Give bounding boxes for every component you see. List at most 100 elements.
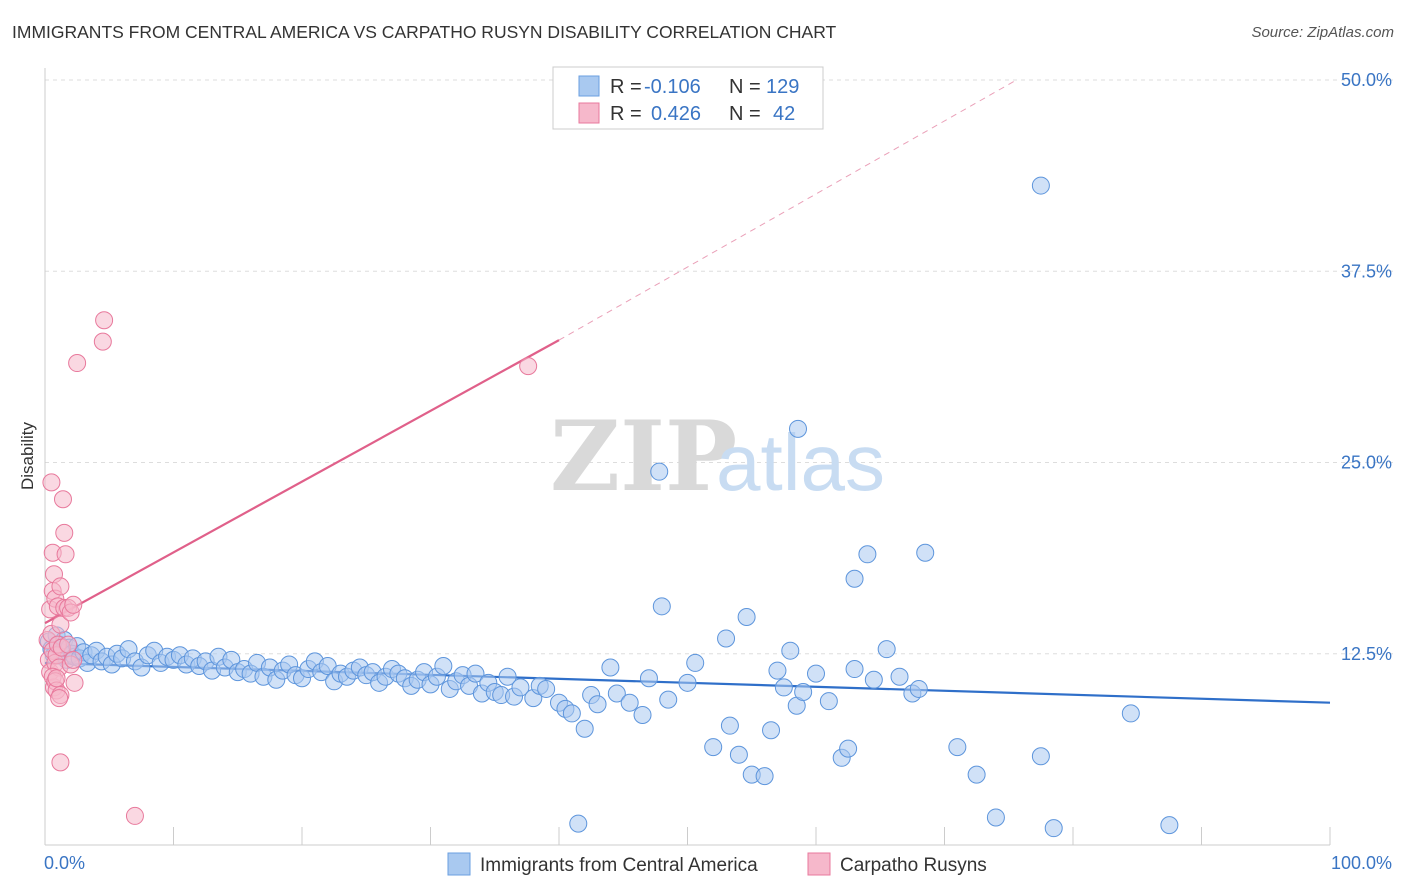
immigrants-point-111 bbox=[807, 664, 825, 683]
immigrants-point-98 bbox=[659, 690, 678, 709]
immigrants-point-124 bbox=[1031, 747, 1050, 766]
immigrants-point-129 bbox=[652, 597, 671, 616]
y-tick-label-0: 12.5% bbox=[1341, 644, 1392, 664]
trend-lines bbox=[44, 79, 1331, 704]
immigrants-point-92 bbox=[588, 695, 607, 714]
rusyn-point-25 bbox=[55, 523, 74, 542]
y-tick-labels: 12.5% 25.0% 37.5% 50.0% bbox=[1341, 70, 1392, 664]
immigrants-point-97 bbox=[639, 669, 658, 688]
immigrants-point-118 bbox=[890, 667, 909, 686]
rusyn-point-35 bbox=[47, 669, 66, 688]
immigrants-point-112 bbox=[819, 692, 838, 711]
watermark: ZIP atlas bbox=[550, 400, 885, 513]
trend-line-rusyn bbox=[44, 339, 560, 625]
immigrants-point-132 bbox=[720, 716, 739, 735]
immigrants-point-102 bbox=[729, 745, 748, 764]
immigrants-point-106 bbox=[768, 661, 787, 680]
immigrants-point-135 bbox=[1121, 704, 1140, 723]
rusyn-point-18 bbox=[51, 577, 70, 596]
series-carpatho-rusyns bbox=[38, 311, 538, 825]
rusyn-point-41 bbox=[51, 753, 70, 772]
immigrants-point-86 bbox=[537, 679, 556, 698]
bottom-legend-label-1: Immigrants from Central America bbox=[480, 855, 758, 876]
immigrants-point-95 bbox=[620, 693, 639, 712]
rusyn-point-27 bbox=[59, 635, 78, 654]
immigrants-point-101 bbox=[704, 738, 723, 757]
rusyn-point-39 bbox=[93, 332, 112, 351]
y-tick-label-3: 50.0% bbox=[1341, 70, 1392, 90]
rusyn-point-29 bbox=[64, 650, 83, 669]
immigrants-point-126 bbox=[845, 569, 864, 588]
immigrants-point-110 bbox=[794, 683, 813, 701]
source-label: Source: ZipAtlas.com bbox=[1251, 24, 1394, 41]
immigrants-point-127 bbox=[858, 545, 877, 564]
legend-r-value-1: -0.106 bbox=[644, 76, 701, 98]
immigrants-point-89 bbox=[562, 704, 581, 723]
immigrants-point-81 bbox=[498, 667, 517, 686]
immigrants-point-136 bbox=[1160, 816, 1179, 835]
rusyn-point-10 bbox=[51, 615, 70, 634]
chart-title: IMMIGRANTS FROM CENTRAL AMERICA VS CARPA… bbox=[12, 22, 837, 42]
rusyn-point-24 bbox=[53, 490, 72, 509]
immigrants-point-123 bbox=[986, 808, 1005, 827]
bottom-legend-swatch-blue bbox=[447, 852, 471, 876]
immigrants-point-108 bbox=[781, 641, 800, 660]
immigrants-point-83 bbox=[511, 678, 530, 697]
immigrants-point-133 bbox=[737, 608, 756, 627]
rusyn-point-22 bbox=[64, 595, 83, 614]
watermark-zip: ZIP bbox=[550, 400, 737, 513]
rusyn-point-42 bbox=[125, 806, 144, 825]
legend-r-label-2: R = bbox=[610, 103, 642, 125]
legend-swatch-blue bbox=[578, 75, 600, 97]
rusyn-point-37 bbox=[68, 354, 87, 373]
immigrants-point-96 bbox=[633, 705, 652, 724]
y-axis-label: Disability bbox=[18, 421, 37, 490]
immigrants-point-104 bbox=[755, 767, 774, 786]
x-tick-labels: 0.0% 100.0% bbox=[44, 853, 1392, 873]
immigrants-point-93 bbox=[601, 658, 620, 677]
legend-n-value-1: 129 bbox=[766, 76, 799, 98]
immigrants-point-115 bbox=[845, 660, 864, 679]
x-tick-label-1: 100.0% bbox=[1331, 853, 1392, 873]
immigrants-point-116 bbox=[864, 670, 883, 689]
immigrants-point-137 bbox=[569, 814, 588, 833]
immigrants-point-117 bbox=[877, 640, 896, 659]
bottom-legend-swatch-pink bbox=[807, 852, 831, 876]
rusyn-point-26 bbox=[56, 545, 75, 564]
immigrants-point-128 bbox=[916, 543, 935, 562]
immigrants-point-71 bbox=[434, 656, 453, 675]
x-tick-label-0: 0.0% bbox=[44, 853, 85, 873]
bottom-legend-label-2: Carpatho Rusyns bbox=[840, 855, 987, 876]
immigrants-point-99 bbox=[678, 673, 697, 692]
immigrants-point-90 bbox=[575, 719, 594, 738]
immigrants-point-134 bbox=[1031, 176, 1050, 195]
immigrants-point-130 bbox=[686, 653, 705, 672]
immigrants-point-105 bbox=[762, 721, 781, 740]
immigrants-point-120 bbox=[909, 679, 928, 698]
immigrants-point-131 bbox=[717, 629, 736, 648]
legend-n-label-1: N = bbox=[729, 76, 761, 98]
y-tick-label-1: 25.0% bbox=[1341, 453, 1392, 473]
rusyn-point-34 bbox=[65, 673, 84, 692]
rusyn-point-40 bbox=[519, 357, 538, 376]
grid bbox=[45, 79, 1394, 655]
immigrants-point-138 bbox=[1044, 819, 1063, 838]
immigrants-point-125 bbox=[789, 419, 808, 438]
y-tick-label-2: 37.5% bbox=[1341, 261, 1392, 281]
immigrants-point-121 bbox=[948, 738, 967, 757]
rusyn-point-38 bbox=[95, 311, 114, 330]
rusyn-point-36 bbox=[50, 689, 69, 708]
axes bbox=[44, 68, 1331, 846]
immigrants-point-76 bbox=[466, 664, 485, 683]
series-immigrants-central-america bbox=[39, 176, 1179, 838]
legend: R = -0.106 N = 129 R = 0.426 N = 42 bbox=[552, 66, 824, 130]
immigrants-point-122 bbox=[967, 765, 986, 784]
immigrants-point-114 bbox=[839, 739, 858, 758]
legend-n-value-2: 42 bbox=[773, 103, 795, 125]
bottom-legend: Immigrants from Central America Carpatho… bbox=[447, 852, 987, 876]
immigrants-point-107 bbox=[774, 678, 793, 697]
rusyn-point-23 bbox=[42, 473, 61, 492]
immigrants-point-94 bbox=[607, 684, 626, 703]
legend-r-label-1: R = bbox=[610, 76, 642, 98]
